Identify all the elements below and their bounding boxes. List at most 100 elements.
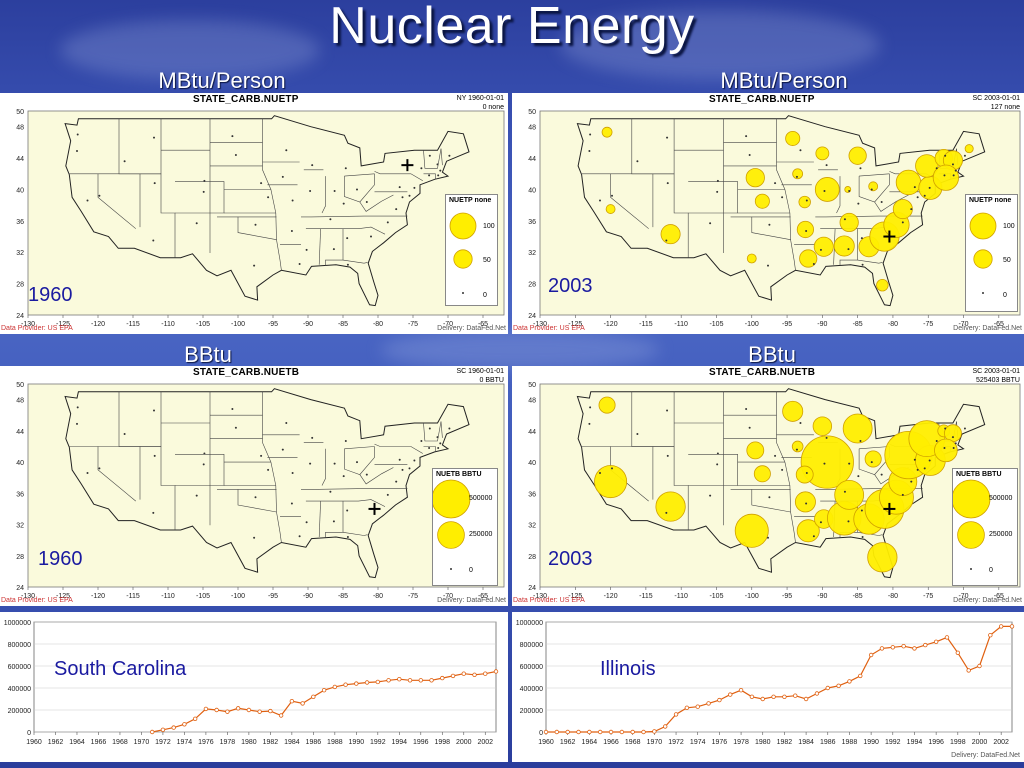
x-tick-label: 1998 (434, 739, 450, 746)
state-marker (436, 163, 439, 166)
state-boundary (321, 176, 326, 214)
data-point (652, 729, 657, 734)
legend-bubble-mid (453, 249, 473, 269)
lon-tick-label: -70 (958, 321, 968, 328)
panel-title: STATE_CARB.NUETB (193, 367, 300, 378)
x-tick-label: 1974 (177, 739, 193, 746)
section-label-top-left: MBtu/Person (158, 68, 286, 93)
x-tick-label: 1982 (263, 739, 279, 746)
lat-tick-label: 36 (16, 219, 24, 226)
state-marker (420, 167, 423, 170)
state-marker (291, 199, 294, 202)
x-tick-label: 2000 (972, 739, 988, 746)
lat-tick-label: 36 (16, 491, 24, 498)
y-tick-label: 400000 (8, 686, 31, 693)
data-point (966, 668, 971, 673)
lat-tick-label: 50 (16, 109, 24, 116)
data-point (955, 650, 961, 655)
y-tick-label: 0 (27, 730, 31, 737)
lon-tick-label: -115 (639, 593, 653, 600)
lon-tick-label: -115 (126, 593, 140, 600)
state-boundary (859, 173, 890, 177)
state-marker (860, 237, 863, 240)
panel-title: STATE_CARB.NUETP (193, 94, 299, 105)
data-bubble (895, 169, 922, 196)
map-panel-nuetp-2003: -130 -125 -120 -115 -110 -105 -100 -95 -90 -85 -80… (512, 93, 1024, 334)
state-boundary (673, 446, 689, 530)
state-boundary (776, 391, 796, 543)
lon-tick-label: -120 (91, 321, 105, 328)
state-marker (589, 133, 592, 136)
map-panel-nuetb-2003: -130 -125 -120 -115 -110 -105 -100 -95 -90 -85 -80… (512, 366, 1024, 606)
state-marker (963, 427, 966, 430)
state-marker (76, 133, 79, 136)
state-marker (346, 237, 349, 240)
state-marker (843, 218, 846, 221)
state-marker (408, 194, 411, 197)
state-marker (305, 248, 308, 251)
data-point (890, 645, 895, 650)
lat-tick-label: 24 (16, 313, 24, 320)
x-tick-label: 1996 (928, 739, 944, 746)
state-marker (709, 222, 712, 225)
state-marker (356, 461, 358, 464)
data-point (760, 696, 765, 702)
data-point (858, 673, 863, 679)
x-tick-label: 1976 (198, 739, 214, 746)
state-marker (805, 230, 808, 233)
data-bubble (799, 249, 818, 268)
state-marker (611, 467, 613, 470)
state-marker (153, 182, 156, 185)
data-point (225, 709, 230, 714)
state-marker (365, 473, 368, 476)
state-marker (859, 439, 862, 442)
state-marker (448, 154, 451, 157)
state-boundary (688, 181, 738, 214)
x-tick-label: 1970 (647, 739, 663, 746)
state-marker (260, 182, 263, 185)
legend-bubble-zero (462, 292, 464, 294)
legend-bubble-high (969, 212, 997, 240)
lat-tick-label: 40 (16, 460, 24, 467)
lon-tick-label: -130 (533, 321, 547, 328)
state-marker (281, 175, 284, 178)
lon-tick-label: -125 (568, 593, 582, 600)
data-bubble (745, 168, 765, 188)
state-boundary (262, 391, 282, 543)
data-bubble (754, 193, 770, 209)
state-marker (342, 475, 345, 478)
state-marker (767, 264, 769, 267)
data-point (944, 635, 950, 640)
data-point (311, 694, 316, 699)
state-marker (76, 422, 78, 425)
state-boundary (359, 467, 394, 485)
state-marker (636, 160, 639, 163)
x-tick-label: 1980 (755, 739, 771, 746)
state-marker (346, 509, 349, 512)
data-point (160, 727, 166, 732)
lat-tick-label: 40 (16, 187, 24, 194)
state-boundary (160, 173, 176, 258)
panel-meta: SC 2003-01-01 525403 BBTU (972, 368, 1020, 384)
state-boundary (160, 446, 176, 530)
lat-tick-label: 32 (16, 250, 24, 257)
data-point (793, 693, 798, 698)
data-point (988, 633, 993, 638)
y-tick-label: 800000 (520, 642, 543, 649)
state-marker (267, 468, 270, 471)
state-marker (588, 422, 591, 425)
state-label: Illinois (600, 658, 656, 680)
state-boundary (237, 489, 277, 513)
state-marker (76, 406, 79, 409)
data-point (461, 671, 466, 676)
state-marker (748, 426, 751, 429)
data-bubble (813, 236, 834, 257)
data-point (364, 680, 370, 685)
x-tick-label: 1964 (582, 739, 598, 746)
data-point (321, 687, 327, 693)
state-marker (285, 149, 288, 152)
lon-tick-label: -100 (745, 321, 759, 328)
state-boundary (874, 194, 909, 212)
lon-tick-label: -75 (923, 593, 933, 600)
data-point (343, 682, 348, 687)
